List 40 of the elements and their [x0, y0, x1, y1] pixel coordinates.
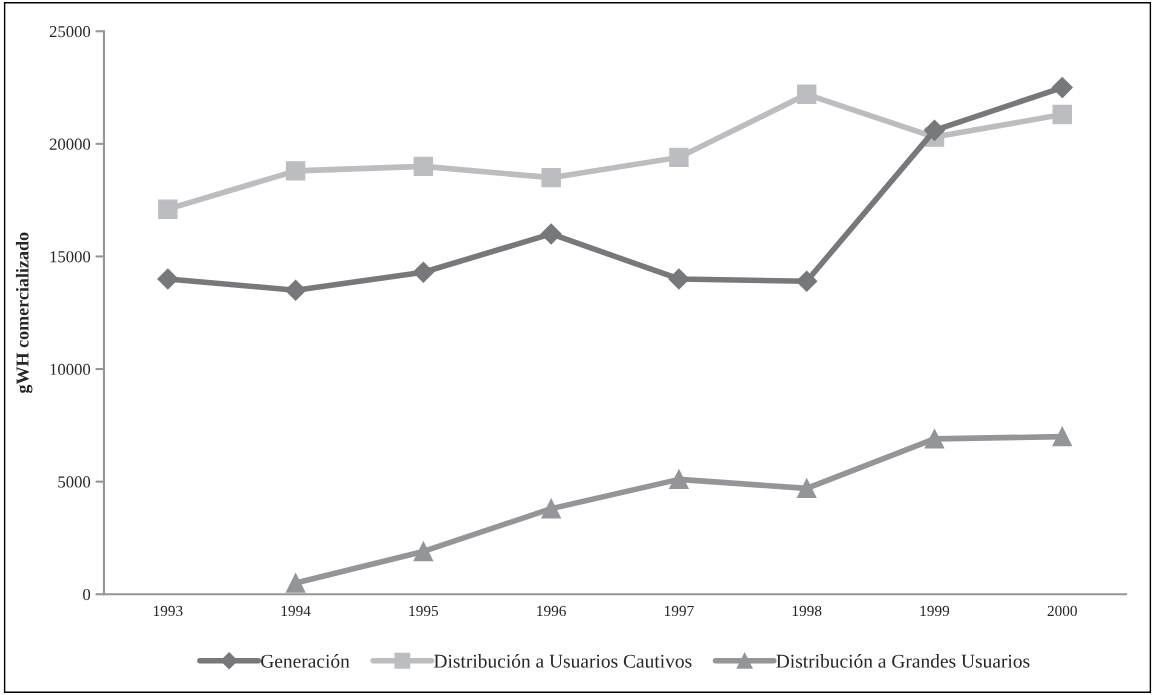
point [413, 156, 434, 177]
x-tick-label: 1997 [664, 605, 694, 617]
point [285, 279, 307, 301]
point [1052, 426, 1072, 447]
point [668, 268, 690, 290]
y-tick-label: 5000 [58, 476, 91, 488]
x-tick-label: 1993 [153, 605, 183, 617]
x-tick-label: 1995 [409, 605, 439, 617]
y-tick-label: 25000 [49, 25, 91, 38]
point [412, 261, 434, 283]
y-tick-label: 15000 [50, 251, 91, 263]
point [796, 84, 817, 105]
y-tick-label: 10000 [50, 363, 91, 375]
point [1052, 104, 1072, 125]
point [285, 573, 306, 593]
point [924, 429, 945, 449]
x-tick-label: 2000 [1047, 605, 1077, 617]
y-axis-title: gWH comercializado [15, 232, 33, 394]
x-tick-label: 1996 [537, 605, 566, 617]
x-tick-label: 1994 [281, 605, 311, 617]
point [796, 270, 818, 292]
point [540, 223, 562, 245]
x-tick-label: 1998 [792, 605, 822, 617]
point [285, 161, 306, 181]
point [541, 498, 561, 519]
point [669, 469, 689, 490]
point [541, 167, 561, 188]
point [158, 199, 178, 219]
legend-label: Distribución a Grandes Usuarios [776, 654, 1030, 668]
point [1051, 77, 1073, 99]
point [413, 541, 434, 562]
point [669, 147, 689, 168]
point [923, 119, 945, 141]
point [796, 478, 817, 499]
legend-label: Generación [261, 654, 350, 668]
x-tick-label: 1999 [920, 605, 950, 617]
y-tick-label: 0 [83, 588, 91, 601]
legend-label: Distribución a Usuarios Cautivos [434, 654, 692, 668]
point [157, 268, 179, 290]
y-tick-label: 20000 [49, 138, 91, 150]
